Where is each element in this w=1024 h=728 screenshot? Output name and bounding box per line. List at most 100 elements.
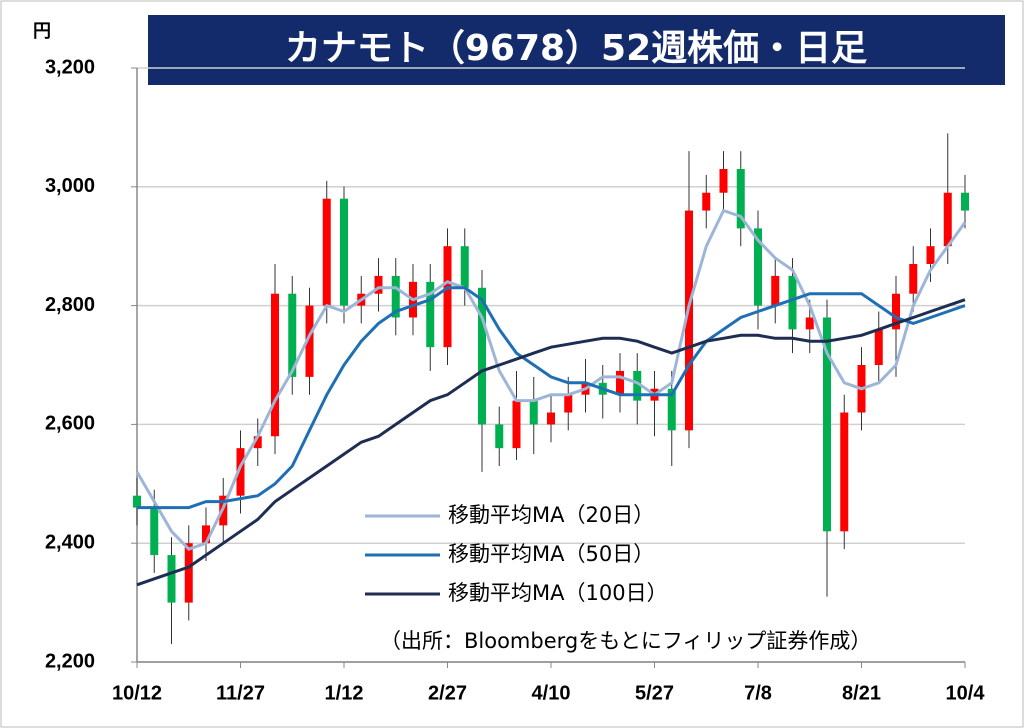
candle xyxy=(702,174,711,229)
y-tick-label: 2,400 xyxy=(45,531,95,553)
candle-body xyxy=(495,424,504,449)
candle xyxy=(616,353,624,413)
candle xyxy=(685,151,693,449)
candle xyxy=(961,174,969,229)
x-tick-label: 10/4 xyxy=(946,682,986,704)
x-tick-label: 7/8 xyxy=(744,682,772,704)
candle-body xyxy=(305,305,314,377)
candle-body xyxy=(512,400,521,449)
candle-body xyxy=(460,246,469,288)
candle xyxy=(426,264,435,371)
candle xyxy=(633,353,642,425)
candle-body xyxy=(702,192,711,211)
candle-body xyxy=(771,275,780,306)
legend-label: 移動平均MA（50日） xyxy=(448,542,654,566)
ma-line xyxy=(137,286,966,510)
candle-body xyxy=(633,370,642,401)
candle-body xyxy=(736,168,745,229)
candle-body xyxy=(805,317,814,330)
candle-body xyxy=(926,246,935,265)
candle-body xyxy=(667,388,676,431)
x-tick-label: 5/27 xyxy=(635,682,674,704)
candle-body xyxy=(391,275,400,318)
candle-body xyxy=(840,412,849,532)
candle xyxy=(391,258,400,336)
candle-body xyxy=(271,293,279,437)
ma-line xyxy=(135,208,967,551)
y-tick-label: 2,800 xyxy=(45,294,95,316)
candle xyxy=(271,264,279,455)
candle-body xyxy=(374,275,383,294)
candle-body xyxy=(253,436,262,449)
candle-body xyxy=(719,168,728,193)
candle xyxy=(754,210,762,330)
candle xyxy=(667,370,676,466)
ma-line xyxy=(136,298,966,587)
candle xyxy=(340,186,348,324)
x-tick-label: 2/27 xyxy=(428,682,467,704)
x-tick-label: 10/12 xyxy=(112,682,162,704)
candle xyxy=(771,258,780,324)
y-tick-label: 2,600 xyxy=(45,413,95,435)
chart-title: カナモト（9678）52週株価・日足 xyxy=(285,28,867,69)
candle xyxy=(288,275,297,395)
source-note: （出所：Bloombergをもとにフィリップ証券作成） xyxy=(380,629,871,653)
candle-body xyxy=(443,246,452,348)
candle-body xyxy=(133,495,141,508)
candle xyxy=(202,507,210,562)
candle xyxy=(529,376,538,455)
candle xyxy=(512,370,521,461)
candle xyxy=(460,228,469,306)
candle xyxy=(943,133,952,265)
candle-body xyxy=(685,210,693,431)
candle-body xyxy=(529,400,538,425)
candle xyxy=(253,418,262,466)
candle xyxy=(322,180,331,324)
candle-body xyxy=(616,370,624,395)
candle-body xyxy=(426,281,435,348)
candle-body xyxy=(478,287,486,425)
candle-body xyxy=(943,192,952,247)
x-tick-label: 4/10 xyxy=(532,682,571,704)
title-box xyxy=(148,15,1005,85)
candle-body xyxy=(322,198,331,306)
candle-body xyxy=(564,394,573,413)
candle xyxy=(305,287,314,395)
candle xyxy=(840,394,849,550)
legend-label: 移動平均MA（100日） xyxy=(448,581,668,605)
x-tick-label: 1/12 xyxy=(325,682,364,704)
candle-body xyxy=(874,329,883,365)
candle xyxy=(874,311,883,383)
candle xyxy=(564,376,573,431)
candle xyxy=(736,151,745,247)
legend-label: 移動平均MA（20日） xyxy=(448,503,654,527)
y-tick-label: 3,200 xyxy=(45,56,95,78)
x-tick-label: 8/21 xyxy=(842,682,881,704)
candle xyxy=(719,151,728,211)
candle xyxy=(167,537,176,645)
y-tick-label: 3,000 xyxy=(45,175,95,197)
candle xyxy=(184,525,193,621)
candle-body xyxy=(892,293,900,330)
candle-body xyxy=(202,525,210,544)
candle-body xyxy=(754,228,762,306)
candle-body xyxy=(788,275,797,330)
y-unit: 円 xyxy=(33,21,51,42)
candle xyxy=(133,477,141,526)
candle-body xyxy=(340,198,348,306)
candle xyxy=(547,394,555,443)
candle-body xyxy=(961,192,969,211)
candle-body xyxy=(150,507,159,556)
candle-body xyxy=(547,412,555,425)
candle xyxy=(909,246,918,312)
y-tick-label: 2,200 xyxy=(45,650,95,672)
candle xyxy=(495,406,504,466)
candle-body xyxy=(823,317,831,532)
candle-body xyxy=(184,543,193,603)
candle-body xyxy=(909,264,918,294)
candle-body xyxy=(288,293,297,377)
candle xyxy=(374,258,383,312)
x-tick-label: 11/27 xyxy=(216,682,265,704)
